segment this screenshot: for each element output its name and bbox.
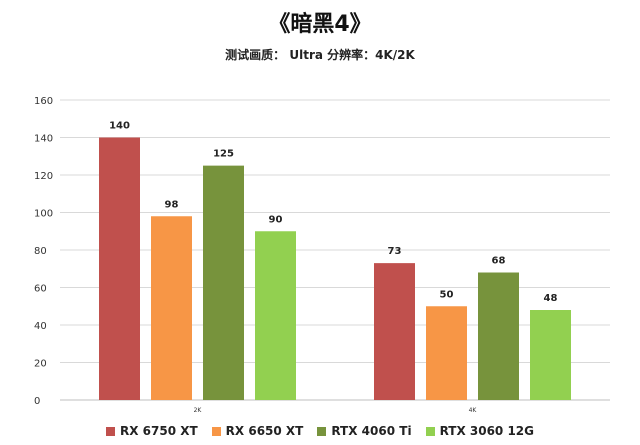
bar <box>530 310 571 400</box>
legend-item: RTX 3060 12G <box>425 424 535 438</box>
y-tick-label: 160 <box>34 96 53 107</box>
y-tick-label: 100 <box>34 209 53 220</box>
y-tick-label: 80 <box>34 246 47 257</box>
data-label: 90 <box>269 214 283 225</box>
bar <box>255 231 296 400</box>
chart-subtitle: 测试画质： Ultra 分辨率：4K/2K <box>225 48 415 62</box>
legend-item: RX 6650 XT <box>211 424 304 438</box>
y-tick-label: 60 <box>34 284 47 295</box>
chart-legend: RX 6750 XT RX 6650 XT RTX 4060 Ti RTX 3060 … <box>0 424 640 438</box>
legend-swatch <box>425 426 435 436</box>
legend-label: RX 6650 XT <box>225 424 304 438</box>
chart-title: 《暗黑4》 <box>268 12 372 37</box>
data-label: 48 <box>544 293 558 304</box>
bar <box>99 137 140 400</box>
x-tick-label: 4K <box>469 407 478 414</box>
data-label: 98 <box>165 199 179 210</box>
legend-swatch <box>211 426 221 436</box>
legend-swatch <box>105 426 115 436</box>
data-label: 125 <box>213 149 234 160</box>
data-label: 140 <box>109 121 130 132</box>
y-tick-label: 120 <box>34 171 53 182</box>
legend-label: RTX 4060 Ti <box>331 424 412 438</box>
bar <box>426 306 467 400</box>
bar <box>374 263 415 400</box>
legend-label: RX 6750 XT <box>119 424 198 438</box>
y-tick-label: 140 <box>34 134 53 145</box>
bar-chart: 0 20 40 60 80 100 120 140 160 140 98 125 90 2K 73 50 68 4… <box>34 96 610 414</box>
legend-item: RX 6750 XT <box>105 424 198 438</box>
legend-item: RTX 4060 Ti <box>317 424 412 438</box>
data-label: 50 <box>440 289 454 300</box>
bar <box>478 272 519 400</box>
data-label: 68 <box>492 256 506 267</box>
y-tick-label: 20 <box>34 359 47 370</box>
x-tick-label: 2K <box>194 407 203 414</box>
bar <box>203 165 244 400</box>
y-tick-label: 0 <box>34 396 40 407</box>
legend-label: RTX 3060 12G <box>439 424 535 438</box>
y-tick-label: 40 <box>34 321 47 332</box>
bar <box>151 216 192 400</box>
data-label: 73 <box>388 246 402 257</box>
legend-swatch <box>317 426 327 436</box>
